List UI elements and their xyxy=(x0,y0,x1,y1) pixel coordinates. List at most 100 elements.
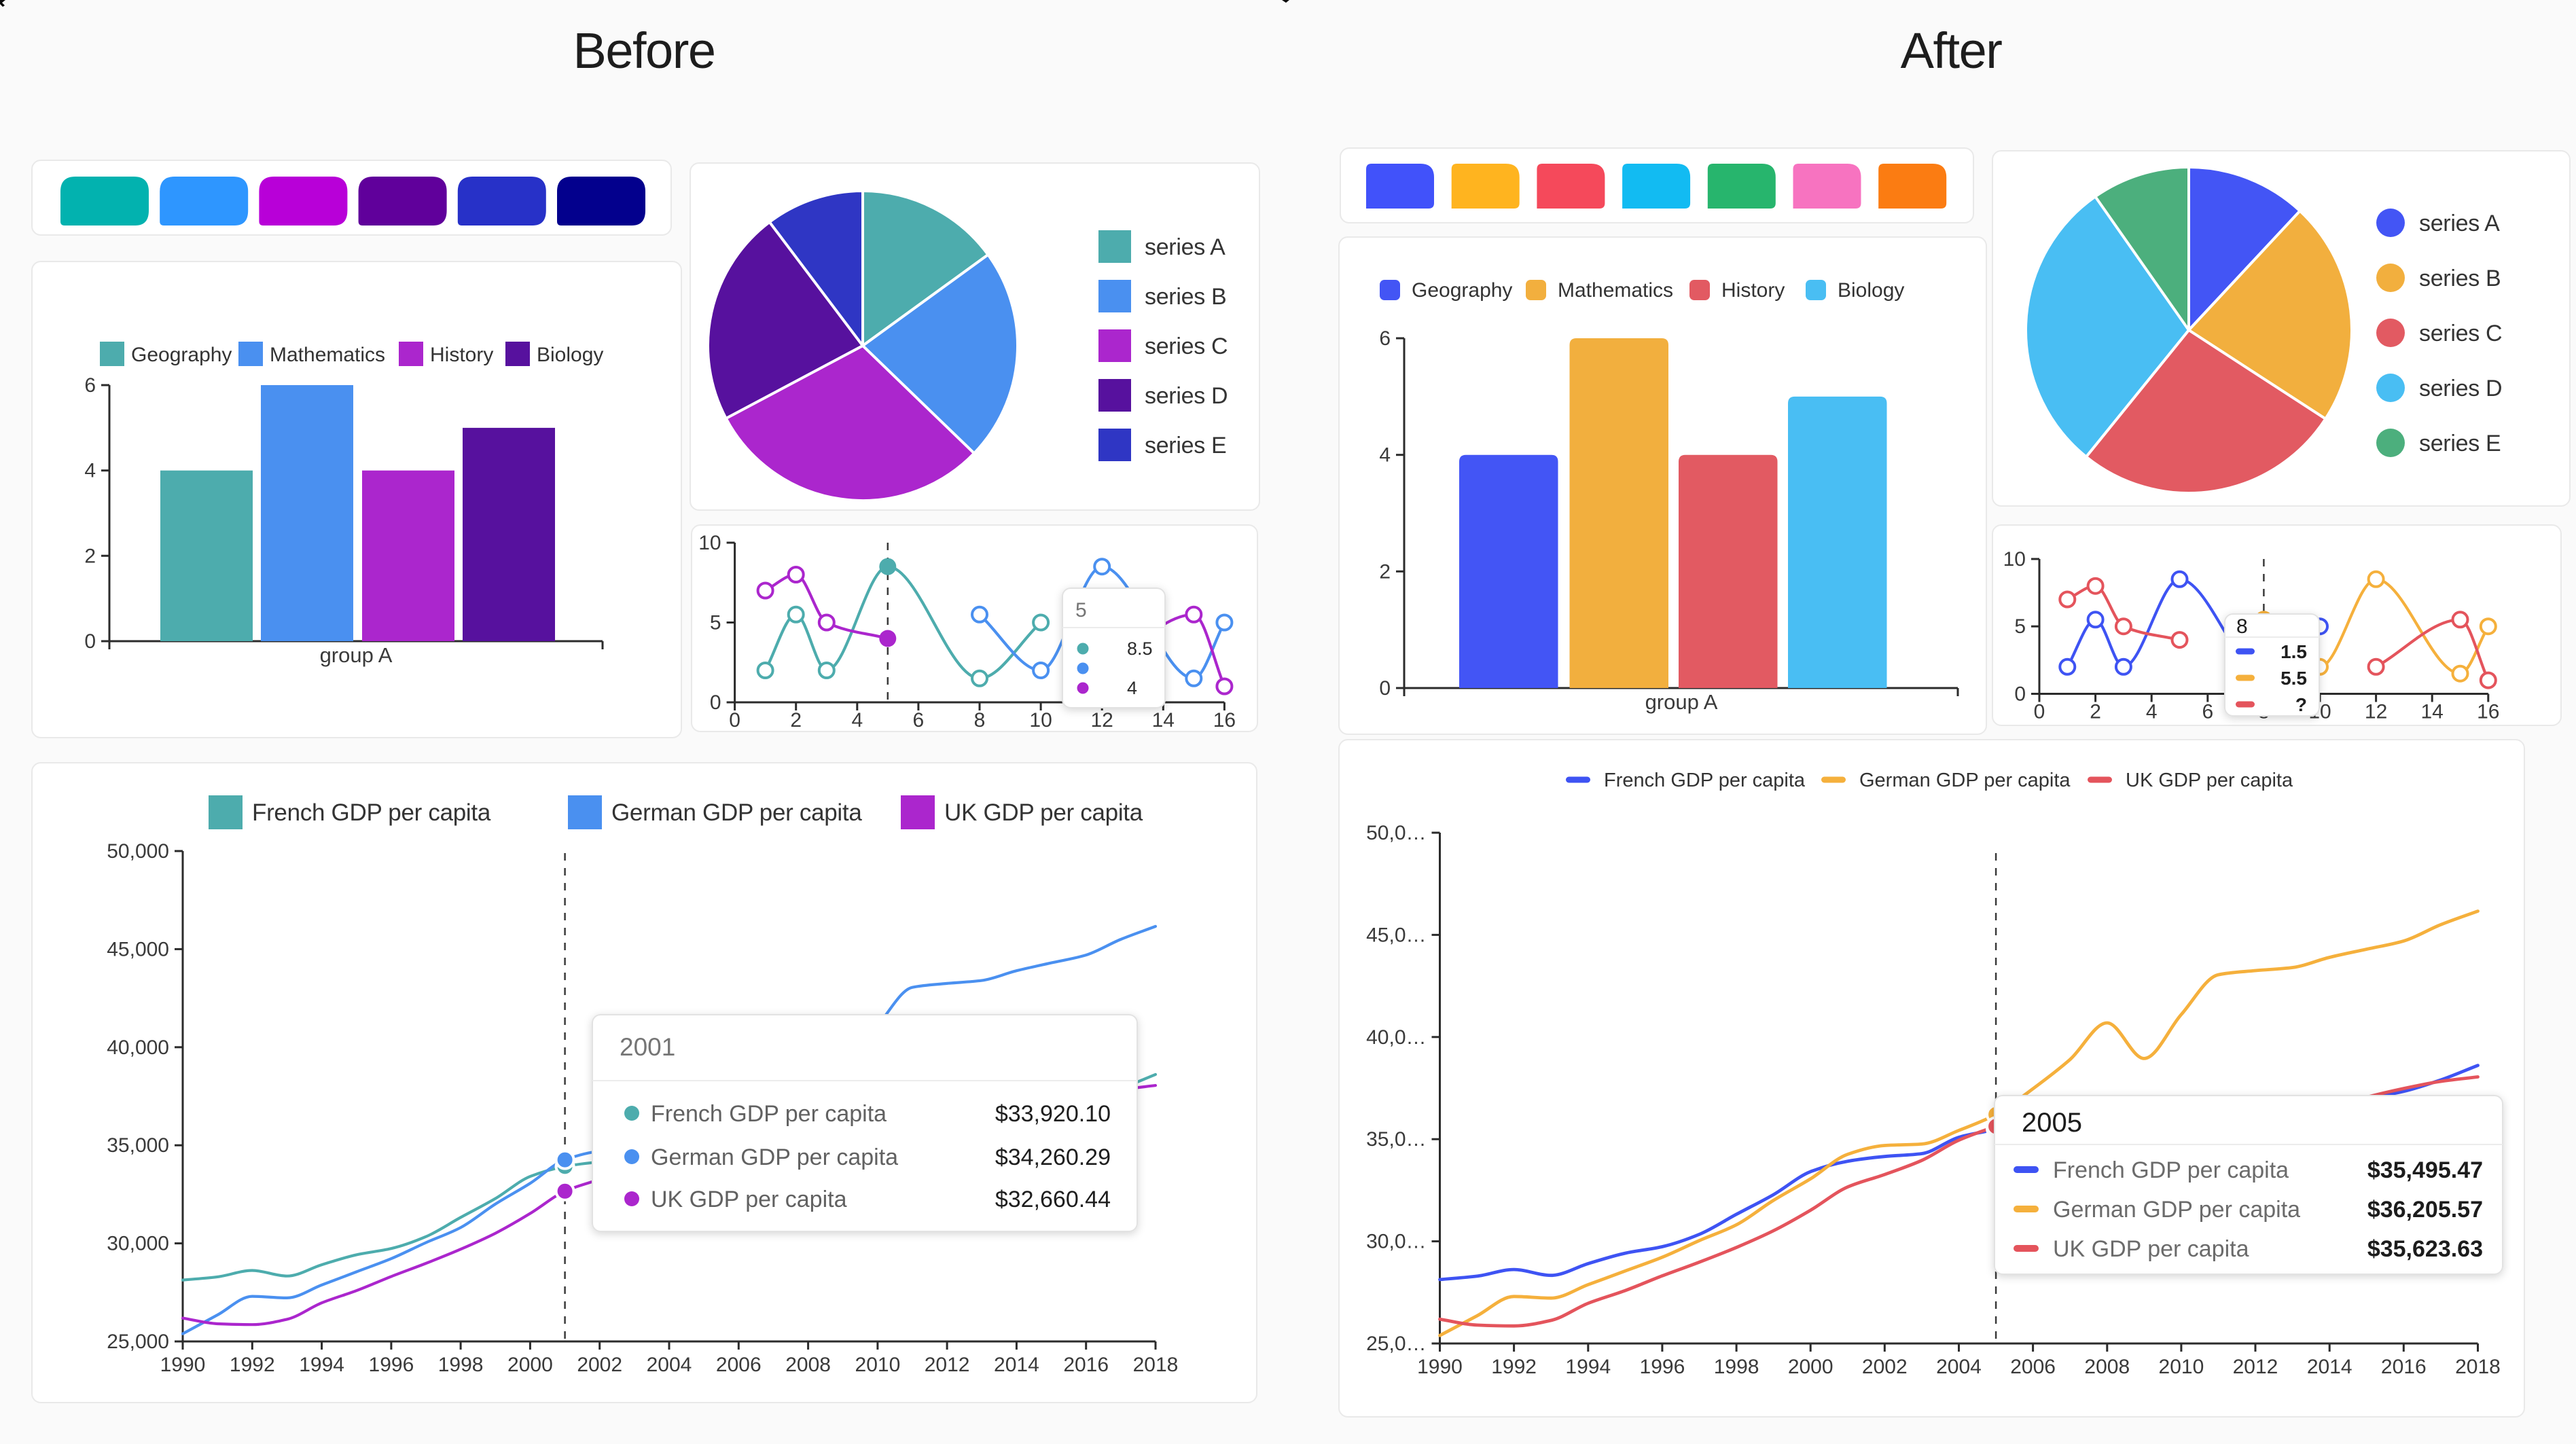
svg-text:14: 14 xyxy=(2421,701,2444,723)
svg-text:14: 14 xyxy=(1152,709,1175,732)
svg-text:French GDP per capita: French GDP per capita xyxy=(1604,770,1806,791)
svg-text:$36,205.57: $36,205.57 xyxy=(2367,1197,2483,1223)
svg-text:5: 5 xyxy=(710,612,721,634)
svg-text:2014: 2014 xyxy=(994,1354,1039,1376)
svg-text:series A: series A xyxy=(2419,211,2500,236)
svg-text:$34,260.29: $34,260.29 xyxy=(995,1144,1111,1170)
svg-text:$35,623.63: $35,623.63 xyxy=(2367,1236,2483,1262)
svg-text:2001: 2001 xyxy=(620,1033,675,1061)
svg-text:30,0…: 30,0… xyxy=(1366,1231,1426,1253)
svg-text:6: 6 xyxy=(1379,327,1391,350)
svg-text:35,000: 35,000 xyxy=(107,1134,169,1157)
svg-text:2002: 2002 xyxy=(577,1354,622,1376)
svg-text:German GDP per capita: German GDP per capita xyxy=(1859,770,2071,791)
svg-text:Mathematics: Mathematics xyxy=(1558,279,1673,302)
svg-text:0: 0 xyxy=(729,709,740,732)
svg-text:40,000: 40,000 xyxy=(107,1036,169,1059)
svg-text:10: 10 xyxy=(1029,709,1052,732)
svg-text:40,0…: 40,0… xyxy=(1366,1026,1426,1049)
svg-text:1998: 1998 xyxy=(1714,1356,1759,1378)
svg-text:Biology: Biology xyxy=(537,344,603,366)
svg-text:45,000: 45,000 xyxy=(107,938,169,960)
svg-text:4: 4 xyxy=(2146,701,2158,723)
svg-text:2002: 2002 xyxy=(1862,1356,1908,1378)
svg-text:50,000: 50,000 xyxy=(107,840,169,863)
svg-text:1998: 1998 xyxy=(438,1354,484,1376)
svg-text:1990: 1990 xyxy=(1417,1356,1463,1378)
svg-text:0: 0 xyxy=(84,630,96,653)
svg-text:Before: Before xyxy=(573,22,715,79)
svg-text:35,0…: 35,0… xyxy=(1366,1128,1426,1151)
svg-text:50,0…: 50,0… xyxy=(1366,822,1426,844)
svg-text:UK GDP per capita: UK GDP per capita xyxy=(2053,1236,2249,1262)
svg-text:0: 0 xyxy=(2034,701,2045,723)
svg-text:5: 5 xyxy=(2014,615,2026,638)
svg-text:French GDP per capita: French GDP per capita xyxy=(2053,1157,2289,1183)
svg-text:UK GDP per capita: UK GDP per capita xyxy=(944,799,1143,826)
svg-text:2018: 2018 xyxy=(1133,1354,1179,1376)
svg-text:4: 4 xyxy=(84,460,96,482)
svg-text:2010: 2010 xyxy=(2159,1356,2204,1378)
svg-text:2000: 2000 xyxy=(507,1354,553,1376)
svg-text:1.5: 1.5 xyxy=(2280,641,2307,662)
svg-text:series E: series E xyxy=(1145,433,1226,458)
svg-text:German GDP per capita: German GDP per capita xyxy=(2053,1197,2300,1223)
svg-text:2016: 2016 xyxy=(1063,1354,1109,1376)
svg-text:After: After xyxy=(1901,22,2003,79)
svg-text:1994: 1994 xyxy=(299,1354,344,1376)
svg-text:History: History xyxy=(1721,279,1785,302)
svg-text:group A: group A xyxy=(1645,690,1718,714)
svg-text:6: 6 xyxy=(2202,701,2213,723)
svg-text:$32,660.44: $32,660.44 xyxy=(995,1187,1111,1212)
svg-text:2014: 2014 xyxy=(2307,1356,2353,1378)
svg-text:$33,920.10: $33,920.10 xyxy=(995,1101,1111,1127)
svg-text:2006: 2006 xyxy=(716,1354,762,1376)
svg-text:10: 10 xyxy=(698,532,721,554)
svg-text:1990: 1990 xyxy=(160,1354,206,1376)
svg-text:series B: series B xyxy=(1145,284,1226,310)
svg-text:10: 10 xyxy=(2003,548,2026,571)
svg-text:2: 2 xyxy=(2090,701,2101,723)
svg-text:2005: 2005 xyxy=(2022,1108,2082,1138)
svg-text:French GDP per capita: French GDP per capita xyxy=(651,1101,887,1127)
svg-text:2008: 2008 xyxy=(785,1354,831,1376)
svg-text:German GDP per capita: German GDP per capita xyxy=(611,799,862,826)
svg-text:2: 2 xyxy=(790,709,802,732)
svg-text:French GDP per capita: French GDP per capita xyxy=(252,799,491,826)
svg-text:45,0…: 45,0… xyxy=(1366,924,1426,946)
svg-text:UK GDP per capita: UK GDP per capita xyxy=(2126,770,2293,791)
svg-text:1996: 1996 xyxy=(1640,1356,1685,1378)
svg-text:2016: 2016 xyxy=(2381,1356,2427,1378)
svg-text:16: 16 xyxy=(2477,701,2499,723)
svg-text:5: 5 xyxy=(1075,599,1087,621)
svg-text:0: 0 xyxy=(2014,683,2026,706)
svg-text:series E: series E xyxy=(2419,431,2501,456)
svg-text:Biology: Biology xyxy=(1838,279,1904,302)
svg-text:?: ? xyxy=(2295,694,2307,715)
svg-text:4: 4 xyxy=(1127,678,1137,698)
svg-text:2018: 2018 xyxy=(2455,1356,2501,1378)
svg-text:Mathematics: Mathematics xyxy=(270,344,385,366)
svg-text:series C: series C xyxy=(1145,333,1228,359)
svg-text:German GDP per capita: German GDP per capita xyxy=(651,1144,898,1170)
svg-text:2004: 2004 xyxy=(1936,1356,1982,1378)
svg-text:2010: 2010 xyxy=(855,1354,901,1376)
svg-text:6: 6 xyxy=(84,374,96,397)
svg-text:series D: series D xyxy=(1145,383,1228,409)
svg-text:12: 12 xyxy=(1091,709,1113,732)
svg-text:2012: 2012 xyxy=(925,1354,970,1376)
svg-text:2008: 2008 xyxy=(2084,1356,2130,1378)
svg-text:2: 2 xyxy=(84,545,96,567)
svg-text:Geography: Geography xyxy=(131,344,232,366)
svg-text:6: 6 xyxy=(913,709,925,732)
svg-text:1992: 1992 xyxy=(230,1354,275,1376)
svg-text:8: 8 xyxy=(2236,615,2248,638)
svg-text:12: 12 xyxy=(2365,701,2387,723)
svg-text:4: 4 xyxy=(851,709,863,732)
svg-text:Geography: Geography xyxy=(1412,279,1512,302)
svg-text:5.5: 5.5 xyxy=(2280,668,2307,689)
svg-text:series C: series C xyxy=(2419,321,2502,346)
svg-text:1996: 1996 xyxy=(369,1354,414,1376)
svg-text:series A: series A xyxy=(1145,234,1226,260)
svg-text:25,000: 25,000 xyxy=(107,1331,169,1353)
